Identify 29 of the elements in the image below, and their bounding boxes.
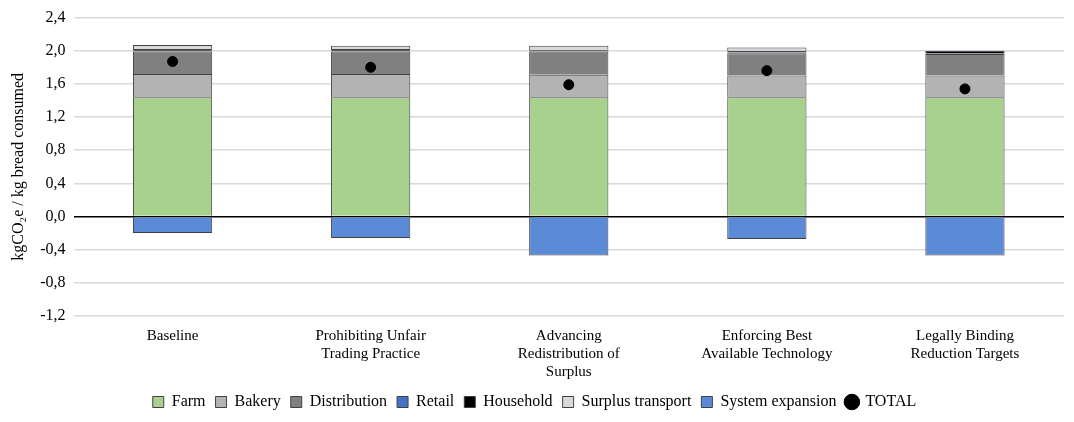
x-tick-label: Enforcing Best Available Technology bbox=[701, 326, 833, 361]
legend-label: Retail bbox=[416, 392, 455, 410]
legend-label: Distribution bbox=[309, 392, 388, 410]
x-tick-label: Legally Binding Reduction Targets bbox=[910, 326, 1020, 361]
y-axis-title: kgCO₂e / kg bread consumed bbox=[8, 72, 27, 261]
y-tick-label: 0,8 bbox=[45, 140, 66, 158]
legend-label: Farm bbox=[171, 392, 207, 410]
point bbox=[563, 79, 575, 91]
y-tick-label: 2,4 bbox=[45, 7, 66, 25]
x-tick-label: Baseline bbox=[146, 326, 199, 343]
y-tick-label: -0,8 bbox=[40, 273, 66, 291]
y-tick-label: -1,2 bbox=[40, 306, 66, 324]
legend-label: Household bbox=[483, 392, 553, 410]
y-tick-label: 1,6 bbox=[45, 74, 66, 92]
point bbox=[167, 56, 179, 68]
legend-label: Surplus transport bbox=[581, 392, 692, 411]
y-tick-label: 0,0 bbox=[45, 206, 66, 224]
point bbox=[959, 83, 971, 95]
point bbox=[761, 65, 773, 77]
y-tick-label: 2,0 bbox=[45, 40, 66, 58]
y-tick-label: 1,2 bbox=[45, 107, 66, 125]
y-tick-label: 0,4 bbox=[45, 173, 66, 191]
legend-label: System expansion bbox=[720, 392, 837, 411]
x-tick-label: Advancing Redistribution of Surplus bbox=[517, 326, 620, 379]
x-tick-label: Prohibiting Unfair Trading Practice bbox=[315, 326, 426, 361]
legend-label: Bakery bbox=[234, 392, 281, 411]
point bbox=[365, 61, 377, 73]
legend-label: TOTAL bbox=[865, 392, 917, 410]
y-tick-label: -0,4 bbox=[40, 239, 66, 257]
